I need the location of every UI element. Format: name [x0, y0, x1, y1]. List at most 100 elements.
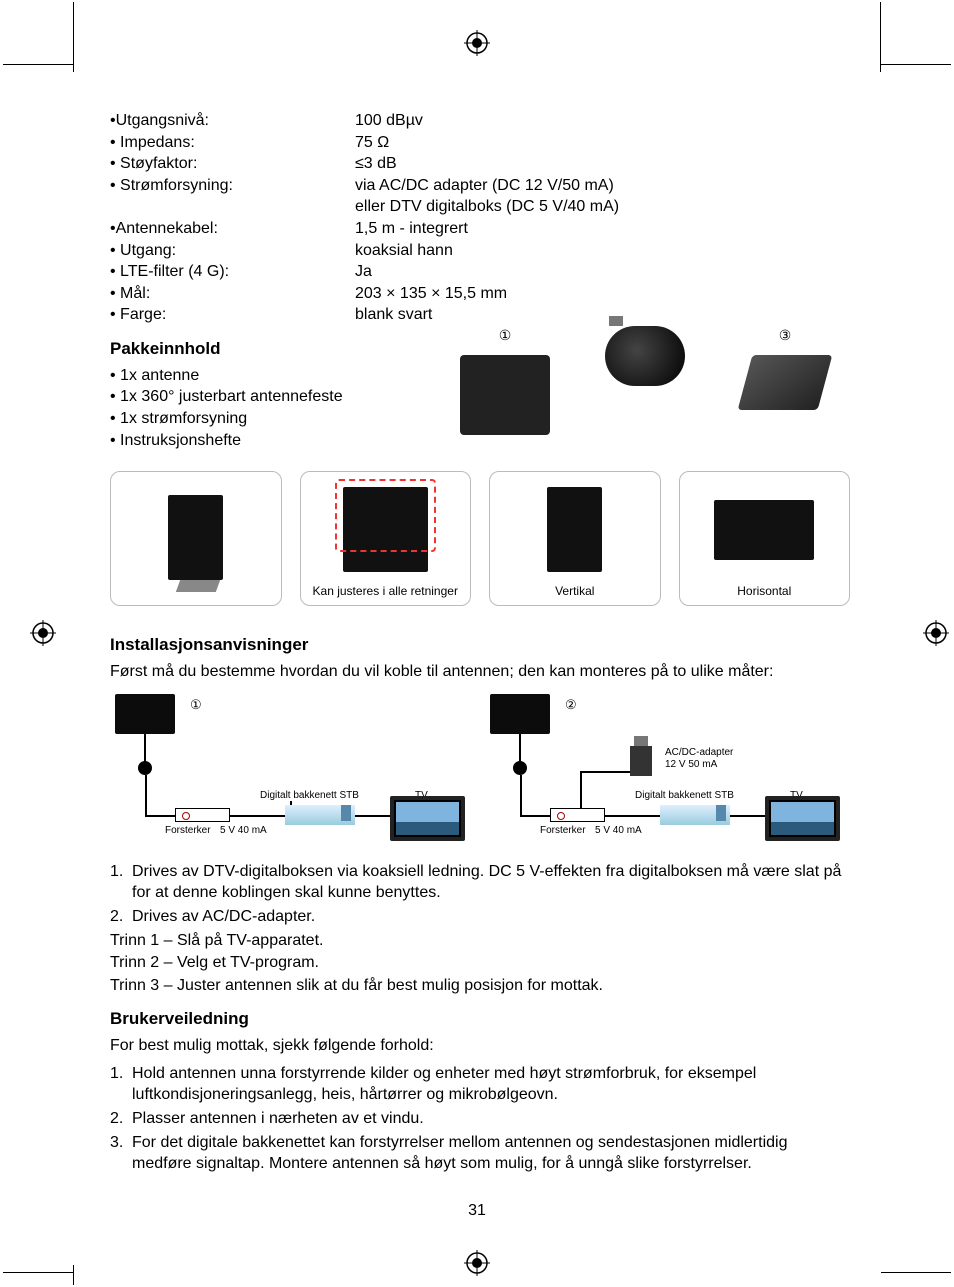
antenna-horizontal-image	[714, 500, 814, 560]
page-content: •Utgangsnivå:100 dBµv • Impedans:75 Ω • …	[110, 110, 850, 1177]
mount-image	[738, 355, 833, 410]
stem	[144, 734, 146, 764]
wire	[520, 815, 550, 817]
orientation-box	[110, 471, 282, 606]
install-intro: Først må du bestemme hvordan du vil kobl…	[110, 661, 850, 683]
user-guide-list: 1.Hold antennen unna forstyrrende kilder…	[110, 1063, 850, 1175]
install-steps: Trinn 1 – Slå på TV-apparatet. Trinn 2 –…	[110, 930, 850, 997]
tv-icon	[765, 796, 840, 841]
stem	[519, 734, 521, 764]
spec-label: •Antennekabel:	[110, 218, 355, 240]
list-text: Plasser antennen i nærheten av et vindu.	[132, 1108, 850, 1130]
spec-value: Ja	[355, 261, 850, 283]
wire	[580, 771, 582, 808]
stb-label: Digitalt bakkenett STB	[635, 789, 734, 803]
amp-power-label: 5 V 40 mA	[595, 824, 642, 838]
wire	[605, 815, 665, 817]
psu-icon	[630, 746, 652, 776]
spec-label: • Mål:	[110, 283, 355, 305]
orientation-caption: Horisontal	[737, 583, 791, 599]
registration-mark-top	[464, 30, 490, 56]
stb-label: Digitalt bakkenett STB	[260, 789, 359, 803]
page-number: 31	[0, 1200, 954, 1222]
amp-label: Forsterker	[540, 824, 586, 838]
base	[138, 761, 152, 775]
step-line: Trinn 3 – Juster antennen slik at du får…	[110, 975, 850, 997]
orientation-caption: Kan justeres i alle retninger	[313, 583, 458, 599]
list-item: 1x strømforsyning	[110, 408, 440, 430]
psu-image	[605, 326, 685, 386]
adjustable-mount-image	[343, 487, 428, 572]
user-guide-title: Brukerveiledning	[110, 1008, 850, 1031]
spec-value: ≤3 dB	[355, 153, 850, 175]
spec-label: • Farge:	[110, 304, 355, 326]
wire	[145, 815, 175, 817]
list-number: 3.	[110, 1132, 132, 1175]
package-images: ① ② ③	[440, 326, 850, 435]
base	[513, 761, 527, 775]
antenna-image	[460, 355, 550, 435]
circled-3: ③	[779, 326, 792, 345]
list-item: 1x 360° justerbart antennefeste	[110, 386, 440, 408]
install-title: Installasjonsanvisninger	[110, 634, 850, 657]
step-line: Trinn 2 – Velg et TV-program.	[110, 952, 850, 974]
circled-2: ②	[565, 696, 577, 714]
wiring-diagram-1: ① Forsterker 5 V 40 mA Digitalt bakkenet…	[110, 691, 475, 851]
antenna-vertical-image	[547, 487, 602, 572]
list-text: Drives av AC/DC-adapter.	[132, 906, 850, 928]
install-ordered-list: 1.Drives av DTV-digitalboksen via koaksi…	[110, 861, 850, 928]
list-item: 1x antenne	[110, 365, 440, 387]
list-text: For det digitale bakkenettet kan forstyr…	[132, 1132, 850, 1175]
spec-value: 203 × 135 × 15,5 mm	[355, 283, 850, 305]
list-text: Drives av DTV-digitalboksen via koaksiel…	[132, 861, 850, 904]
package-title: Pakkeinnhold	[110, 338, 440, 361]
registration-mark-left	[30, 620, 56, 646]
circled-1: ①	[190, 696, 202, 714]
spec-label: • Impedans:	[110, 132, 355, 154]
spec-value: koaksial hann	[355, 240, 850, 262]
wire	[145, 775, 147, 815]
orientation-box: Horisontal	[679, 471, 851, 606]
amplifier-box	[175, 808, 230, 822]
list-text: Hold antennen unna forstyrrende kilder o…	[132, 1063, 850, 1106]
spec-list: •Utgangsnivå:100 dBµv • Impedans:75 Ω • …	[110, 110, 850, 326]
amp-power-label: 5 V 40 mA	[220, 824, 267, 838]
orientation-box: Vertikal	[489, 471, 661, 606]
spec-label: • Utgang:	[110, 240, 355, 262]
stb-box	[660, 805, 730, 825]
spec-value: 1,5 m - integrert	[355, 218, 850, 240]
spec-label: • Støyfaktor:	[110, 153, 355, 175]
orientation-caption: Vertikal	[555, 583, 594, 599]
tv-icon	[390, 796, 465, 841]
step-line: Trinn 1 – Slå på TV-apparatet.	[110, 930, 850, 952]
amp-label: Forsterker	[165, 824, 211, 838]
wiring-diagram-2: ② Forsterker 5 V 40 mA AC/DC-adapter 12 …	[485, 691, 850, 851]
package-list: 1x antenne 1x 360° justerbart antennefes…	[110, 365, 440, 451]
spec-label: • Strømforsyning:	[110, 175, 355, 197]
spec-value: blank svart	[355, 304, 850, 326]
spec-label: • LTE-filter (4 G):	[110, 261, 355, 283]
list-number: 2.	[110, 1108, 132, 1130]
circled-1: ①	[499, 326, 512, 345]
antenna-icon	[115, 694, 175, 734]
registration-mark-right	[923, 620, 949, 646]
spec-value: 75 Ω	[355, 132, 850, 154]
psu-label-2: 12 V 50 mA	[665, 758, 717, 772]
install-diagrams: ① Forsterker 5 V 40 mA Digitalt bakkenet…	[110, 691, 850, 851]
list-number: 1.	[110, 861, 132, 904]
orientation-box: Kan justeres i alle retninger	[300, 471, 472, 606]
wire	[230, 815, 290, 817]
list-item: Instruksjonshefte	[110, 430, 440, 452]
spec-value: 100 dBµv	[355, 110, 850, 132]
user-guide-intro: For best mulig mottak, sjekk følgende fo…	[110, 1035, 850, 1057]
spec-value: via AC/DC adapter (DC 12 V/50 mA)	[355, 175, 850, 197]
list-number: 2.	[110, 906, 132, 928]
stb-box	[285, 805, 355, 825]
antenna-on-stand-image	[168, 495, 223, 580]
antenna-icon	[490, 694, 550, 734]
spec-label	[110, 196, 355, 218]
orientation-row: Kan justeres i alle retninger Vertikal H…	[110, 471, 850, 606]
wire	[580, 771, 630, 773]
registration-mark-bottom	[464, 1250, 490, 1276]
wire	[520, 775, 522, 815]
